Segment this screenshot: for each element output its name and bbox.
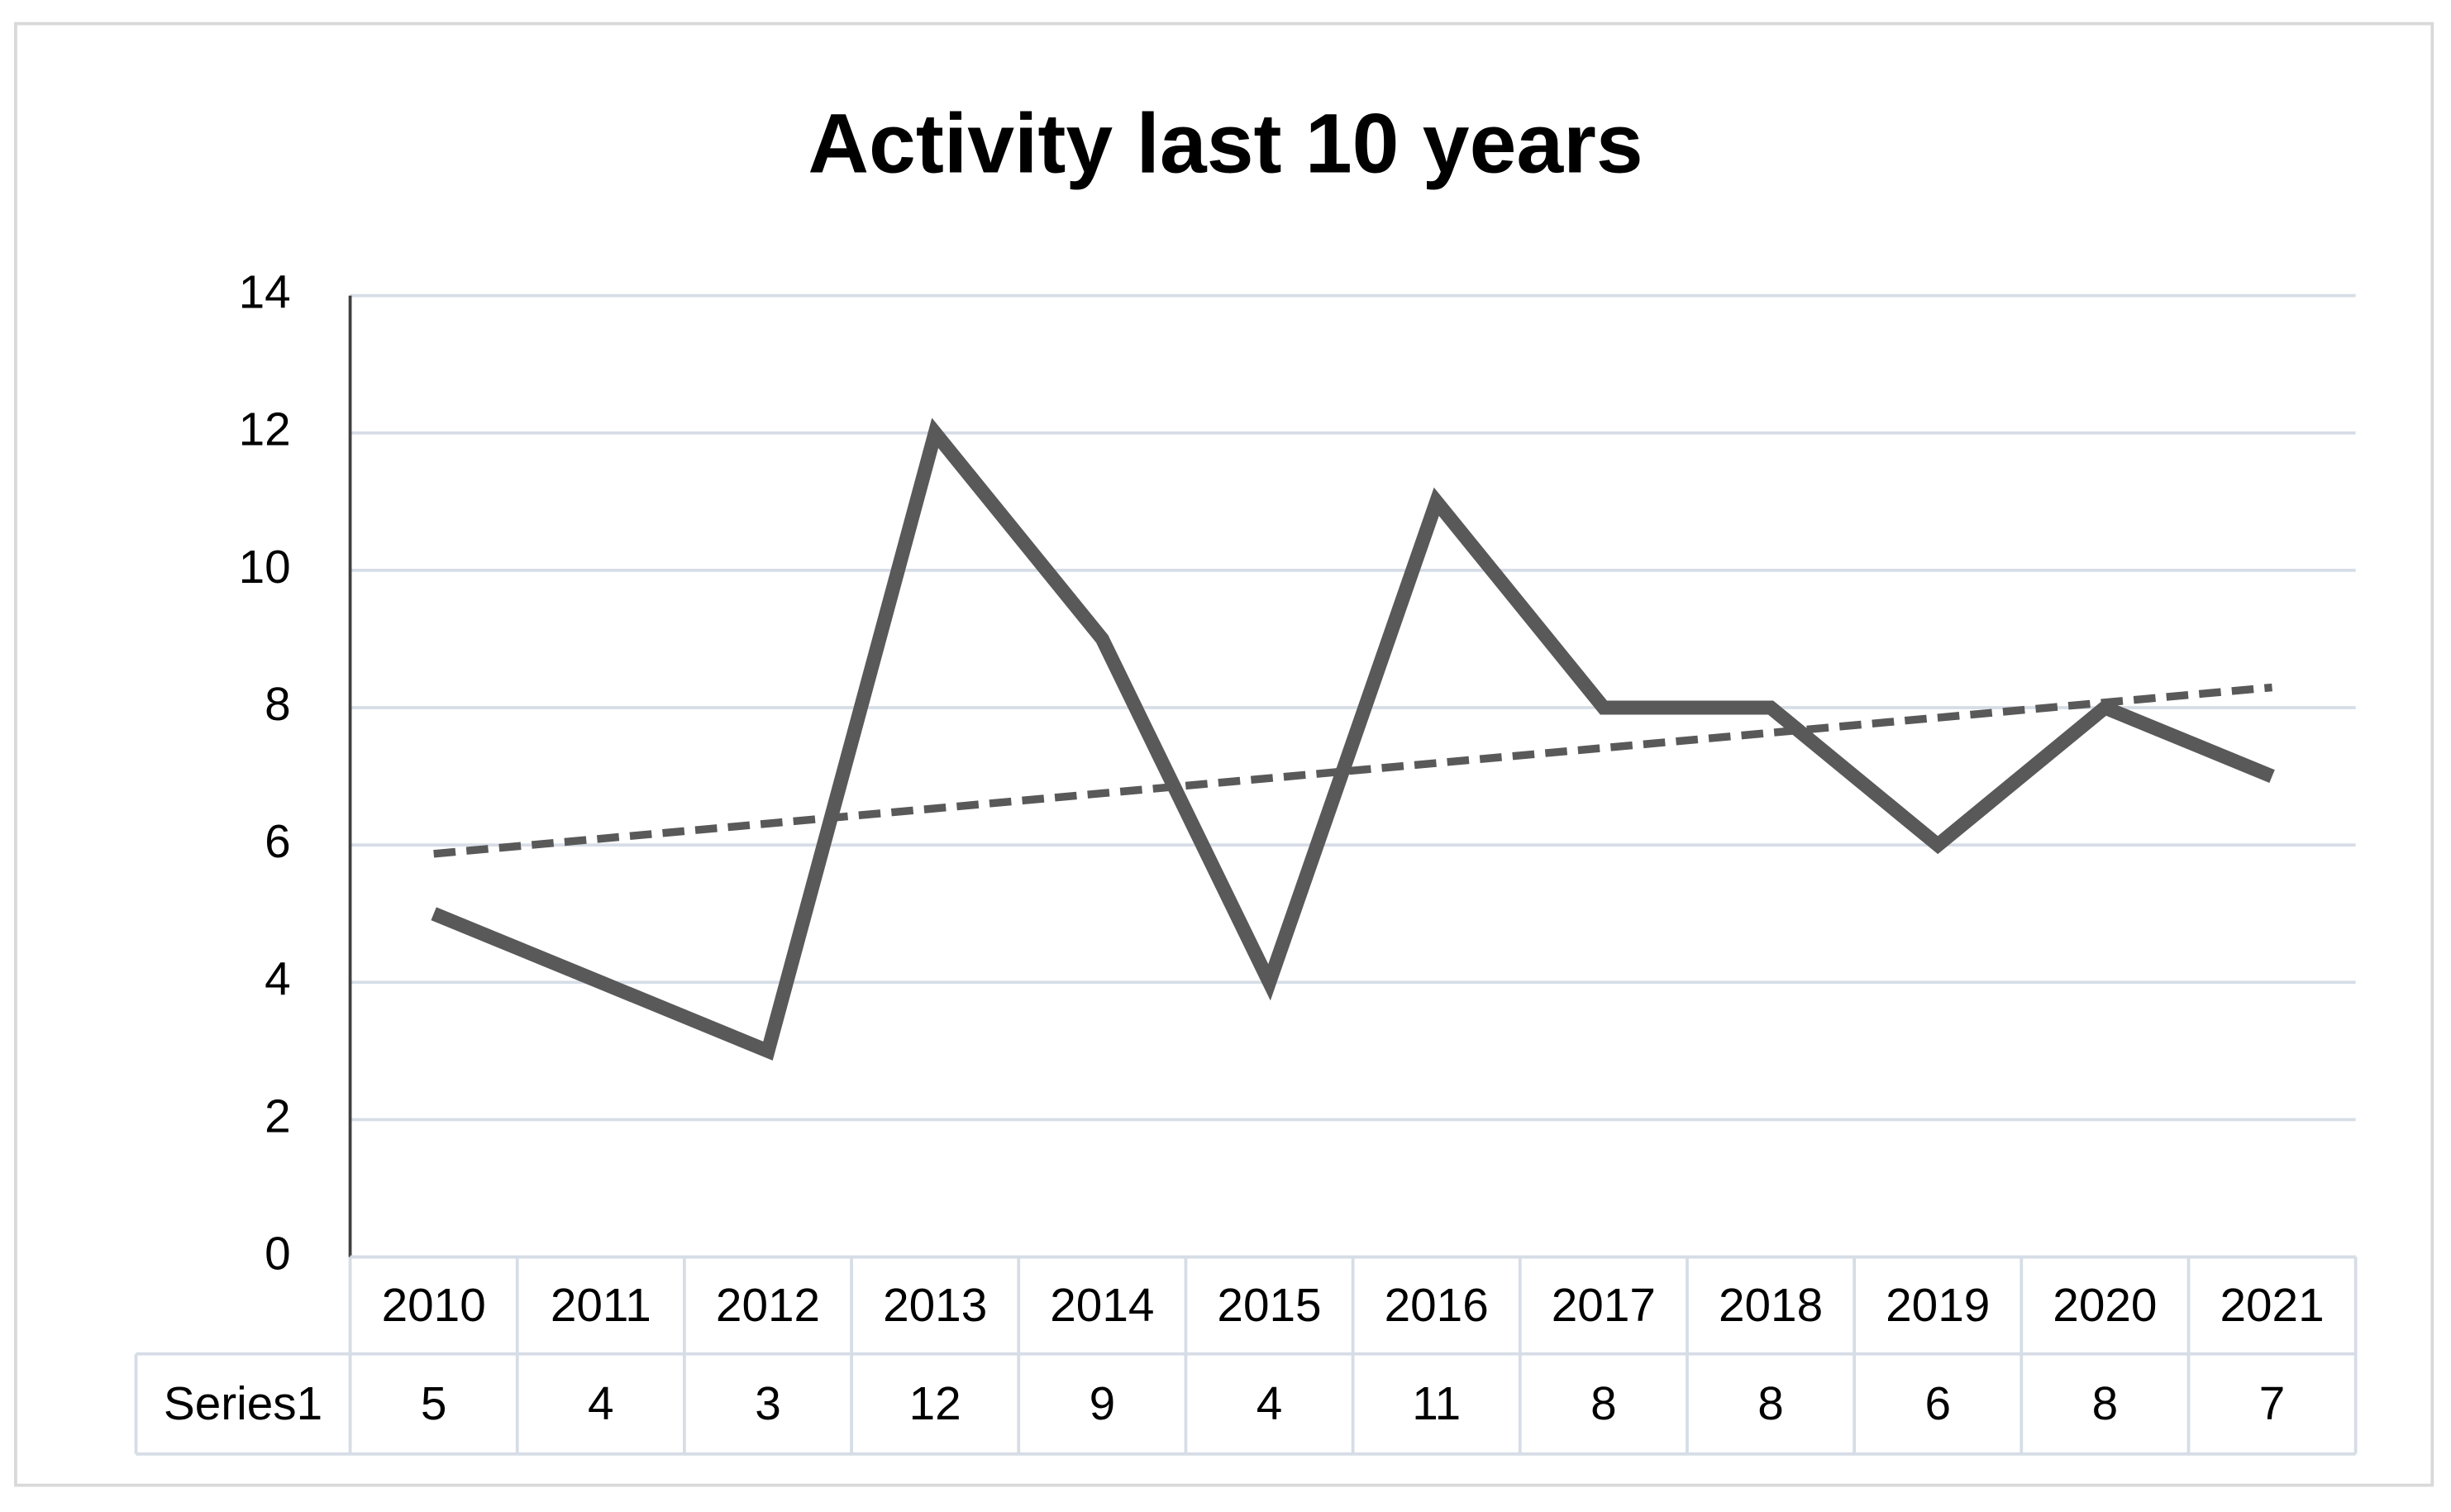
x-tick-label: 2021 <box>2220 1280 2324 1332</box>
x-tick-label: 2018 <box>1719 1280 1823 1332</box>
trendline <box>433 683 2272 858</box>
table-value: 4 <box>588 1378 614 1430</box>
table-value: 8 <box>1757 1378 1784 1430</box>
table-value: 11 <box>1412 1378 1461 1430</box>
table-value: 8 <box>2092 1378 2119 1430</box>
series-line <box>431 417 2275 1061</box>
x-tick-label: 2013 <box>883 1280 987 1332</box>
x-tick-label: 2015 <box>1217 1280 1321 1332</box>
y-tick-label: 10 <box>239 541 291 594</box>
table-value: 12 <box>909 1378 961 1430</box>
x-tick-label: 2016 <box>1385 1280 1489 1332</box>
y-tick-label: 4 <box>265 953 291 1005</box>
table-value: 9 <box>1090 1378 1116 1430</box>
y-tick-label: 2 <box>265 1090 291 1142</box>
series-name: Series1 <box>164 1378 322 1430</box>
y-tick-label: 6 <box>265 816 291 868</box>
x-tick-label: 2010 <box>382 1280 486 1332</box>
x-tick-label: 2011 <box>551 1280 651 1332</box>
chart-border <box>14 21 2434 1487</box>
y-tick-label: 8 <box>265 679 291 731</box>
x-tick-label: 2017 <box>1552 1280 1656 1332</box>
y-tick-label: 0 <box>265 1228 291 1281</box>
table-value: 3 <box>755 1378 781 1430</box>
y-tick-label: 12 <box>239 404 291 456</box>
table-value: 5 <box>421 1378 447 1430</box>
table-value: 8 <box>1590 1378 1617 1430</box>
x-tick-label: 2014 <box>1050 1280 1154 1332</box>
table-value: 4 <box>1256 1378 1283 1430</box>
x-tick-label: 2012 <box>716 1280 820 1332</box>
chart-title: Activity last 10 years <box>808 97 1643 191</box>
x-tick-label: 2020 <box>2053 1280 2157 1332</box>
table-value: 6 <box>1924 1378 1951 1430</box>
y-tick-label: 14 <box>239 267 291 319</box>
x-tick-label: 2019 <box>1886 1280 1990 1332</box>
table-value: 7 <box>2259 1378 2286 1430</box>
